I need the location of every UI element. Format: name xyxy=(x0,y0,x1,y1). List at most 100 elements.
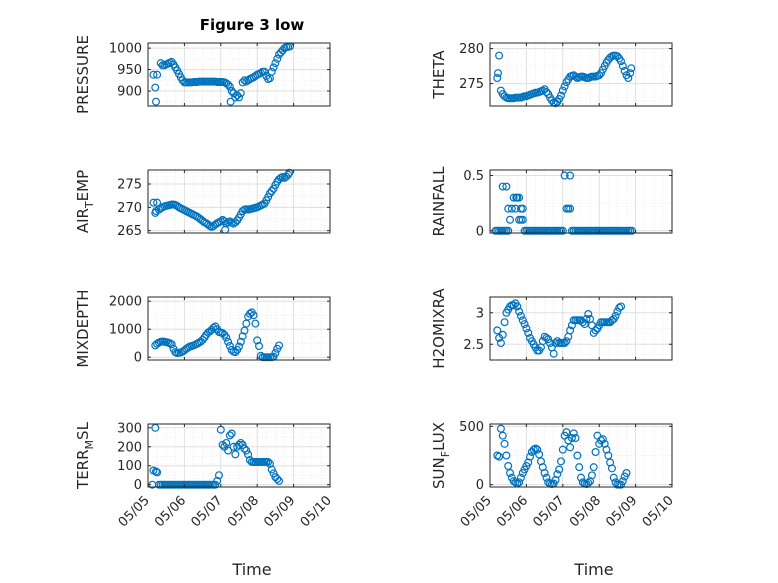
data-point xyxy=(627,64,636,73)
data-point xyxy=(255,342,264,351)
x-tick-label: 05/10 xyxy=(298,493,335,530)
data-point xyxy=(558,86,567,95)
data-point xyxy=(566,171,575,180)
data-point xyxy=(267,187,276,196)
data-point xyxy=(558,445,567,454)
data-point xyxy=(595,71,604,80)
y-axis-label: AIRTEMP xyxy=(74,170,96,233)
y-axis-label: TERRMSL xyxy=(74,421,96,490)
y-tick-label: 2.5 xyxy=(463,338,484,353)
y-tick-label: 950 xyxy=(117,63,142,78)
data-point xyxy=(238,332,247,341)
x-axis-label-right: Time xyxy=(573,560,613,579)
data-point xyxy=(236,337,245,346)
data-point xyxy=(542,87,551,96)
y-tick-label: 0 xyxy=(476,478,484,493)
data-point xyxy=(273,54,282,63)
data-point xyxy=(226,97,235,106)
data-point xyxy=(558,226,567,235)
data-point xyxy=(533,445,542,454)
data-point xyxy=(566,326,575,335)
y-tick-label: 500 xyxy=(459,420,484,435)
data-point xyxy=(518,215,527,224)
data-point xyxy=(493,326,502,335)
data-point xyxy=(515,478,524,487)
data-point xyxy=(569,429,578,438)
data-point xyxy=(538,86,547,95)
data-point xyxy=(493,73,502,82)
data-point xyxy=(256,351,265,360)
data-point xyxy=(573,451,582,460)
data-point xyxy=(604,451,613,460)
data-point xyxy=(211,480,220,489)
data-point xyxy=(540,469,549,478)
y-tick-label: 3 xyxy=(476,306,484,321)
data-point xyxy=(544,335,553,344)
data-point xyxy=(520,320,529,329)
y-tick-label: 275 xyxy=(117,178,142,193)
data-point xyxy=(153,198,162,207)
data-point xyxy=(553,470,562,479)
data-point xyxy=(249,311,258,320)
y-tick-label: 900 xyxy=(117,85,142,100)
data-point xyxy=(495,51,504,60)
y-tick-label: 0.5 xyxy=(463,169,484,184)
y-tick-label: 270 xyxy=(117,201,142,216)
x-tick-label: 05/09 xyxy=(603,493,640,530)
data-point xyxy=(225,82,234,91)
data-point xyxy=(567,434,576,443)
data-point xyxy=(515,307,524,316)
y-tick-label: 2000 xyxy=(109,295,142,310)
data-point xyxy=(251,319,260,328)
data-point xyxy=(591,448,600,457)
data-point xyxy=(224,80,233,89)
data-point xyxy=(240,76,249,85)
data-point xyxy=(507,204,516,213)
data-point xyxy=(498,182,507,191)
data-point xyxy=(504,462,513,471)
y-axis-label-main: AIR xyxy=(74,208,92,233)
data-point xyxy=(566,204,575,213)
data-point xyxy=(227,429,236,438)
x-axis-label-left: Time xyxy=(231,560,271,579)
axes-box xyxy=(147,42,331,107)
y-axis-label: THETA xyxy=(430,50,448,100)
data-point xyxy=(624,73,633,82)
data-point xyxy=(269,184,278,193)
data-point xyxy=(535,450,544,459)
data-point xyxy=(617,57,626,66)
axes-box xyxy=(147,169,331,234)
data-point xyxy=(275,476,284,485)
data-point xyxy=(222,333,231,342)
subplot-h2omixra: 2.5 3 H2OMIXRA xyxy=(430,288,673,369)
axes-box xyxy=(147,423,331,488)
data-point xyxy=(575,463,584,472)
y-tick-label: 275 xyxy=(459,77,484,92)
x-tick-label: 05/07 xyxy=(189,493,226,530)
data-point xyxy=(584,310,593,319)
y-axis-label-main: MIXDEPTH xyxy=(74,289,92,367)
subplot-pressure: 900 950 1000 PRESSURE xyxy=(74,35,331,114)
data-point xyxy=(496,338,505,347)
data-point xyxy=(264,457,273,466)
data-point xyxy=(273,475,282,484)
data-point xyxy=(225,342,234,351)
data-point xyxy=(493,451,502,460)
data-point xyxy=(152,467,161,476)
y-axis-label-tail: EMP xyxy=(74,170,92,201)
data-point xyxy=(264,193,273,202)
data-point xyxy=(509,301,518,310)
y-tick-label: 1000 xyxy=(109,42,142,57)
data-point xyxy=(224,446,233,455)
data-point xyxy=(498,431,507,440)
data-point xyxy=(587,471,596,480)
data-point xyxy=(225,431,234,440)
y-axis-label-tail: LUX xyxy=(430,422,448,451)
data-point xyxy=(235,342,244,351)
data-point xyxy=(500,318,509,327)
data-point xyxy=(242,319,251,328)
data-point xyxy=(236,89,245,98)
data-point xyxy=(213,476,222,485)
data-point xyxy=(516,311,525,320)
